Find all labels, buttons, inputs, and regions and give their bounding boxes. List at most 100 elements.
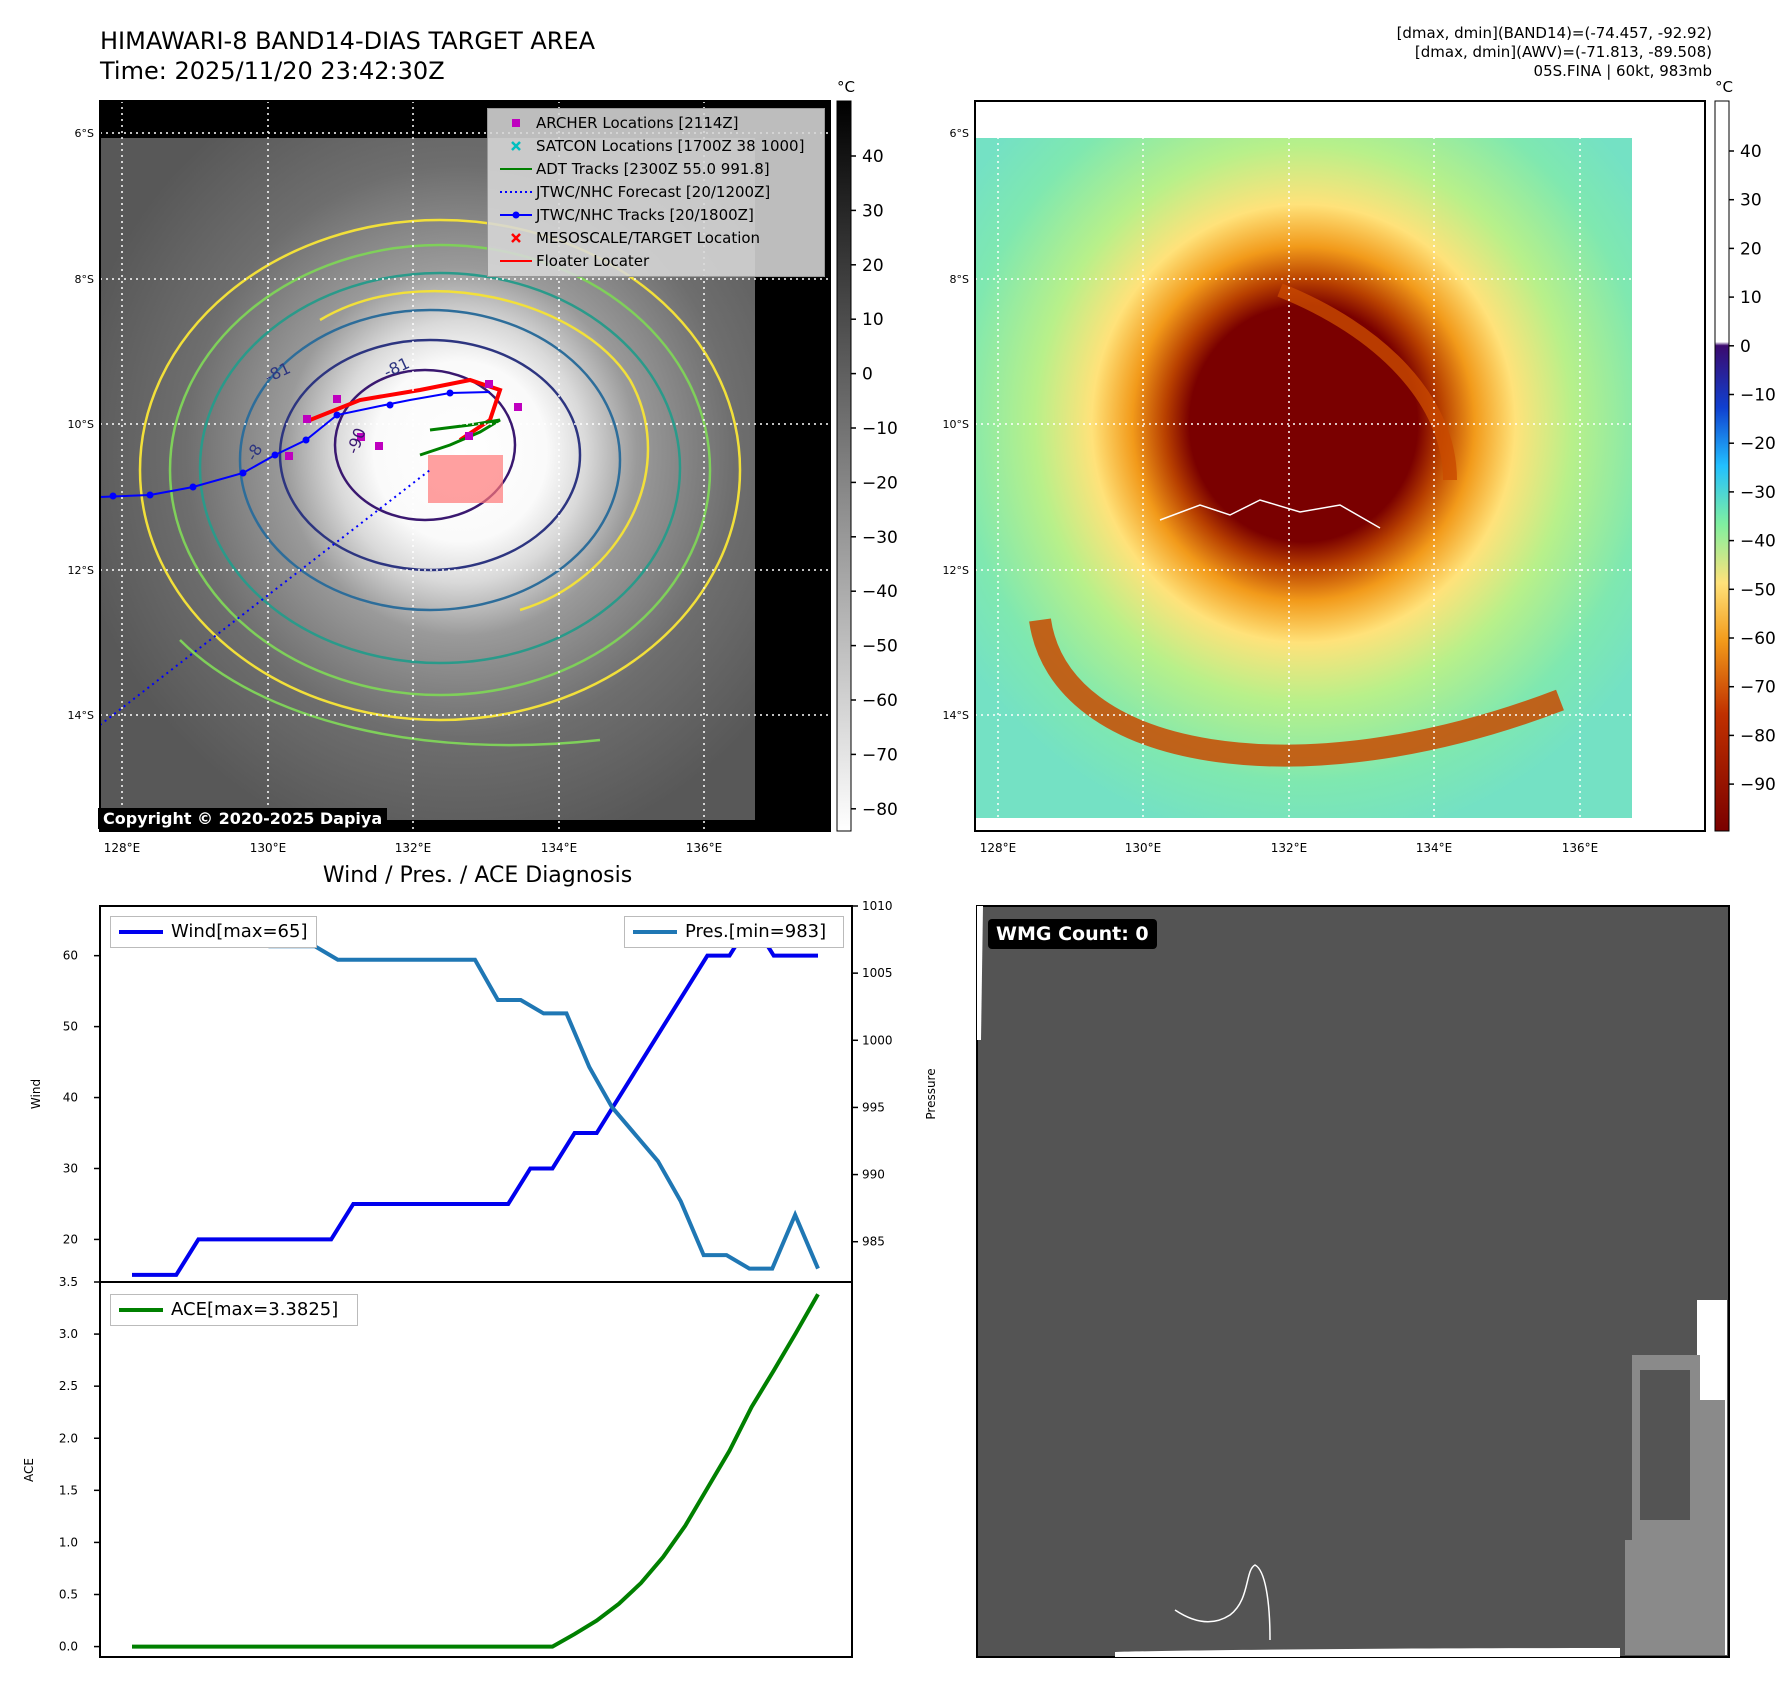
ace-tick-label: 3.0 <box>59 1327 78 1341</box>
wind-tick-label: 50 <box>63 1020 78 1034</box>
wind-axis-label: Wind <box>29 1079 43 1109</box>
copyright-badge: Copyright © 2020-2025 Dapiya <box>98 808 388 829</box>
legend-label: ARCHER Locations [2114Z] <box>536 114 739 132</box>
ir-colorbar-tick-label: −80 <box>862 800 898 820</box>
lat-label: 8°S <box>950 273 969 286</box>
ir-colorbar-tick-label: −30 <box>862 528 898 548</box>
legend-label: MESOSCALE/TARGET Location <box>536 229 761 247</box>
ir-colorbar-unit: °C <box>837 78 855 96</box>
pressure-axis-label: Pressure <box>924 1068 938 1119</box>
figure-title-block: HIMAWARI-8 BAND14-DIAS TARGET AREA Time:… <box>100 26 595 86</box>
lon-label: 136°E <box>1562 841 1599 855</box>
legend-item: ARCHER Locations [2114Z] <box>488 112 824 134</box>
map-legend: ARCHER Locations [2114Z] SATCON Location… <box>487 108 825 277</box>
lat-label: 8°S <box>75 273 94 286</box>
color-colorbar-tick-label: 30 <box>1740 191 1762 211</box>
wind-tick-label: 60 <box>63 949 78 963</box>
pressure-tick-label: 1000 <box>862 1033 893 1047</box>
ace-tick-label: 2.5 <box>59 1379 78 1393</box>
ir-colorbar-tick-label: 20 <box>862 256 884 276</box>
legend-item: JTWC/NHC Forecast [20/1200Z] <box>488 181 824 203</box>
lat-label: 14°S <box>68 709 94 722</box>
pressure-tick-label: 990 <box>862 1168 885 1182</box>
wind-series-line <box>132 916 818 1277</box>
lon-label: 128°E <box>104 841 141 855</box>
ace-tick-label: 1.5 <box>59 1483 78 1497</box>
legend-item: SATCON Locations [1700Z 38 1000] <box>488 135 824 157</box>
ir-colorbar-tick-label: −50 <box>862 637 898 657</box>
legend-item: JTWC/NHC Tracks [20/1800Z] <box>488 204 824 226</box>
ir-colorbar-tick-label: −70 <box>862 745 898 765</box>
ir-colorbar-tick-label: −40 <box>862 582 898 602</box>
storm-info: 05S.FINA | 60kt, 983mb <box>1533 62 1712 80</box>
pressure-tick-label: 1010 <box>862 899 893 913</box>
color-colorbar-tick-label: 20 <box>1740 239 1762 259</box>
ace-tick-label: 0.5 <box>59 1588 78 1602</box>
ace-tick-label: 1.0 <box>59 1535 78 1549</box>
lon-label: 134°E <box>1416 841 1453 855</box>
figure-info-block: [dmax, dmin](BAND14)=(-74.457, -92.92) [… <box>1397 24 1712 81</box>
color-colorbar-tick-label: −30 <box>1740 483 1776 503</box>
color-colorbar-tick-label: −40 <box>1740 532 1776 552</box>
legend-label: JTWC/NHC Tracks [20/1800Z] <box>536 206 754 224</box>
wind-legend: Wind[max=65] <box>110 916 317 948</box>
band14-range: [dmax, dmin](BAND14)=(-74.457, -92.92) <box>1396 24 1712 42</box>
pressure-tick-label: 1005 <box>862 966 893 980</box>
ace-tick-label: 3.5 <box>59 1275 78 1289</box>
color-colorbar-tick-label: −80 <box>1740 726 1776 746</box>
color-colorbar-tick-label: −10 <box>1740 386 1776 406</box>
lat-label: 10°S <box>68 418 94 431</box>
color-lat-labels: 6°S 8°S 10°S 12°S 14°S <box>943 127 969 722</box>
ir-colorbar-tick-label: −60 <box>862 691 898 711</box>
color-colorbar-tick-label: 10 <box>1740 288 1762 308</box>
wmg-count-badge: WMG Count: 0 <box>988 919 1157 949</box>
legend-label: ADT Tracks [2300Z 55.0 991.8] <box>536 160 770 178</box>
color-colorbar-tick-label: −70 <box>1740 678 1776 698</box>
legend-item: Floater Locater <box>488 250 824 272</box>
lon-label: 130°E <box>1125 841 1162 855</box>
lat-label: 14°S <box>943 709 969 722</box>
pressure-tick-label: 995 <box>862 1100 885 1114</box>
pressure-legend: Pres.[min=983] <box>624 916 844 948</box>
ir-colorbar: °C 40 30 20 10 0 −10 −20 −30 −40 −50 −60 −70 −80 <box>836 78 898 832</box>
lon-label: 132°E <box>395 841 432 855</box>
figure-time: Time: 2025/11/20 23:42:30Z <box>100 57 445 85</box>
ace-chart: 0.0 0.5 1.0 1.5 2.0 2.5 3.0 3.5 ACE <box>22 1275 853 1658</box>
legend-label: Floater Locater <box>536 252 650 270</box>
lat-label: 12°S <box>68 564 94 577</box>
legend-label: SATCON Locations [1700Z 38 1000] <box>536 137 805 155</box>
ace-tick-label: 2.0 <box>59 1431 78 1445</box>
wind-tick-label: 40 <box>63 1091 78 1105</box>
wind-tick-label: 20 <box>63 1232 78 1246</box>
color-colorbar-tick-label: 0 <box>1740 337 1751 357</box>
lon-label: 134°E <box>541 841 578 855</box>
legend-label: JTWC/NHC Forecast [20/1200Z] <box>536 183 771 201</box>
color-colorbar-tick-label: 40 <box>1740 142 1762 162</box>
ir-colorbar-tick-label: 0 <box>862 365 873 385</box>
awv-range: [dmax, dmin](AWV)=(-71.813, -89.508) <box>1414 43 1712 61</box>
wind-legend-label: Wind[max=65] <box>171 921 308 942</box>
color-map-panel <box>975 101 1705 831</box>
pressure-tick-label: 985 <box>862 1235 885 1249</box>
ir-lat-labels: 6°S 8°S 10°S 12°S 14°S <box>68 127 94 722</box>
ace-series-line <box>132 1293 820 1649</box>
pressure-legend-label: Pres.[min=983] <box>685 921 827 942</box>
figure-title: HIMAWARI-8 BAND14-DIAS TARGET AREA <box>100 27 596 55</box>
ir-colorbar-tick-label: 30 <box>862 201 884 221</box>
floater-box <box>428 455 503 503</box>
color-colorbar-tick-label: −20 <box>1740 434 1776 454</box>
ir-lon-labels: 128°E 130°E 132°E 134°E 136°E <box>104 841 723 855</box>
lat-label: 12°S <box>943 564 969 577</box>
ir-colorbar-tick-label: −10 <box>862 419 898 439</box>
color-colorbar-tick-label: −90 <box>1740 775 1776 795</box>
diagnosis-title: Wind / Pres. / ACE Diagnosis <box>322 863 633 888</box>
color-colorbar: °C 40 30 20 10 0 −10 −20 −30 −40 −50 −60 −70 −80 −90 <box>1714 78 1776 832</box>
lat-label: 6°S <box>950 127 969 140</box>
legend-item: MESOSCALE/TARGET Location <box>488 227 824 249</box>
lon-label: 132°E <box>1271 841 1308 855</box>
color-colorbar-tick-label: −60 <box>1740 629 1776 649</box>
color-lon-labels: 128°E 130°E 132°E 134°E 136°E <box>980 841 1599 855</box>
ace-axis-label: ACE <box>22 1458 36 1482</box>
ir-colorbar-tick-label: −20 <box>862 473 898 493</box>
